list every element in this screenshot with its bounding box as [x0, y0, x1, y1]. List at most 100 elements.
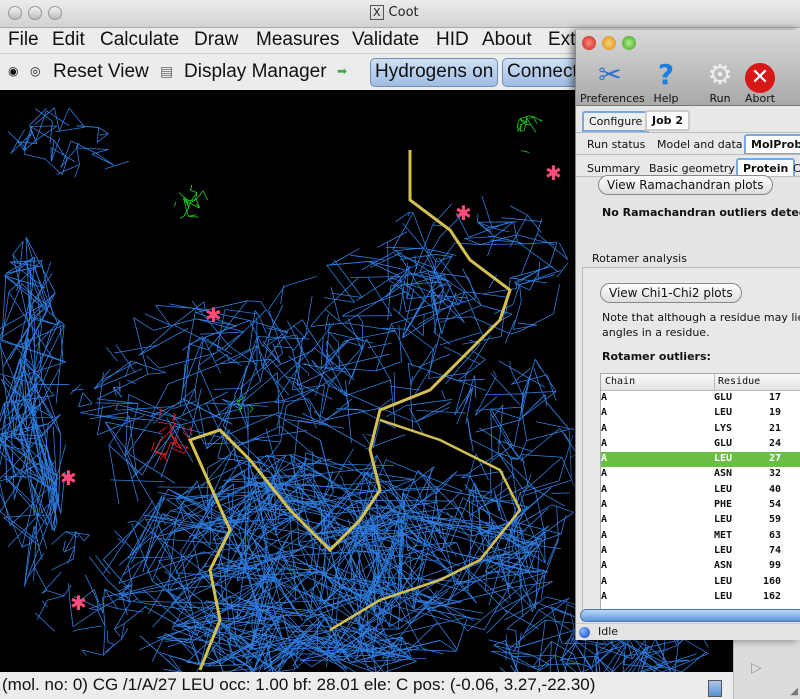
minimize-button[interactable]: [28, 6, 42, 20]
table-row[interactable]: A MET 63: [601, 529, 800, 544]
coot-title-bar: X Coot: [0, 0, 800, 28]
menu-draw[interactable]: Draw: [194, 29, 239, 50]
column-chain[interactable]: Chain: [605, 376, 636, 387]
menu-validate[interactable]: Validate: [352, 29, 420, 50]
residue-name-cell: LYS: [714, 422, 733, 434]
water-marker: ✱: [70, 591, 87, 615]
help-button[interactable]: ? Help: [636, 58, 696, 105]
gear-icon: ⚙: [707, 58, 733, 91]
residue-number-cell: 40: [768, 483, 781, 495]
tab-summary[interactable]: Summary: [587, 162, 641, 175]
table-row[interactable]: A LEU 74: [601, 544, 800, 559]
column-residue[interactable]: Residue: [714, 374, 760, 390]
table-header: Chain Residue: [601, 374, 800, 391]
run-button[interactable]: ⚙ Run: [690, 58, 750, 105]
table-row[interactable]: A GLU 17: [601, 391, 800, 406]
density-blob: [0, 236, 70, 588]
chain-cell: A: [601, 437, 608, 449]
menu-about[interactable]: About: [482, 29, 532, 50]
residue-number-cell: 19: [768, 407, 781, 419]
status-dot-icon: [579, 627, 590, 638]
close-button[interactable]: [8, 6, 22, 20]
table-row[interactable]: A LEU 160: [601, 575, 800, 590]
tools-icon: ✂: [598, 58, 622, 91]
menu-hid[interactable]: HID: [436, 29, 469, 50]
table-row[interactable]: A ASN 99: [601, 559, 800, 574]
residue-name-cell: LEU: [714, 575, 733, 587]
stop-icon[interactable]: ◎: [30, 64, 41, 78]
abort-button[interactable]: ✕ Abort: [730, 58, 790, 105]
tab-basic-geometry[interactable]: Basic geometry: [649, 162, 735, 175]
rotamer-outliers-table[interactable]: Chain Residue A GLU 17 A LEU 19 A LYS 21 A GLU 24 A L…: [600, 373, 800, 610]
ramachandran-result: No Ramachandran outliers detected: [602, 206, 800, 219]
table-row[interactable]: A LYS 21: [601, 422, 800, 437]
reset-view-button[interactable]: Reset View: [53, 61, 149, 82]
chain-cell: A: [601, 453, 608, 465]
play-icon[interactable]: ▷: [751, 660, 762, 676]
ccp4-status-bar: Idle: [576, 623, 800, 640]
table-row[interactable]: A ASN 32: [601, 467, 800, 482]
menu-file[interactable]: File: [8, 29, 39, 50]
table-row[interactable]: A LEU 40: [601, 483, 800, 498]
chain-cell: A: [601, 590, 608, 602]
question-icon: ?: [657, 58, 675, 91]
rotate-icon[interactable]: ◉: [8, 64, 19, 78]
menu-measures[interactable]: Measures: [256, 29, 340, 50]
chain-cell: A: [601, 407, 608, 419]
density-blob: [139, 611, 417, 672]
density-blob: [174, 184, 209, 219]
density-blob: [516, 115, 543, 153]
residue-name-cell: LEU: [714, 590, 733, 602]
display-manager-button[interactable]: Display Manager: [184, 61, 327, 82]
tab-molprobity[interactable]: MolProbity: [744, 134, 800, 155]
table-row[interactable]: A LEU 27: [601, 452, 800, 468]
tab-configure[interactable]: Configure: [582, 111, 650, 132]
rotamer-note: Note that although a residue may lie: [602, 311, 800, 324]
table-row[interactable]: A LEU 19: [601, 406, 800, 421]
connect-button[interactable]: Connect: [502, 58, 582, 87]
menu-edit[interactable]: Edit: [52, 29, 85, 50]
chain-cell: A: [601, 392, 608, 403]
table-row[interactable]: A LEU 59: [601, 513, 800, 528]
view-chi1-chi2-plots-button[interactable]: View Chi1-Chi2 plots: [600, 283, 742, 303]
residue-name-cell: ASN: [714, 468, 733, 480]
resize-grip-icon[interactable]: ◢: [790, 686, 798, 697]
minimize-button[interactable]: [602, 36, 616, 50]
density-blob: [150, 406, 192, 463]
window-title: X Coot: [370, 5, 419, 20]
density-blob: [69, 347, 136, 408]
chain-cell: A: [601, 514, 608, 526]
residue-number-cell: 27: [768, 453, 781, 465]
density-blob: [103, 452, 553, 669]
chain-cell: A: [601, 560, 608, 572]
residue-number-cell: 24: [768, 437, 781, 449]
chain-cell: A: [601, 483, 608, 495]
ccp4-job-window: ✂ Preferences ? Help ⚙ Run ✕ Abort Configure…: [575, 30, 800, 640]
close-button[interactable]: [582, 36, 596, 50]
go-to-atom-icon[interactable]: ➡: [337, 64, 348, 78]
tab-model-and-data[interactable]: Model and data: [657, 138, 743, 151]
menu-calculate[interactable]: Calculate: [100, 29, 180, 50]
rotamer-analysis-heading: Rotamer analysis: [592, 252, 687, 265]
tab-job-2[interactable]: Job 2: [645, 110, 691, 131]
zoom-button[interactable]: [622, 36, 636, 50]
table-row[interactable]: A GLU 24: [601, 437, 800, 452]
hydrogens-toggle[interactable]: Hydrogens on: [370, 58, 498, 87]
abort-icon: ✕: [730, 58, 790, 93]
rotamer-note-2: angles in a residue.: [602, 326, 710, 339]
electron-density-map: ✱ ✱ ✱ ✱ ✱: [0, 107, 709, 672]
zoom-button[interactable]: [48, 6, 62, 20]
tab-clashes[interactable]: Cl: [793, 162, 800, 175]
residue-number-cell: 99: [768, 560, 781, 572]
density-blob: [461, 359, 578, 588]
table-row[interactable]: A PHE 54: [601, 498, 800, 513]
tab-run-status[interactable]: Run status: [587, 138, 646, 151]
status-indicator-icon: [708, 680, 722, 697]
menu-extensions[interactable]: Ext: [548, 29, 576, 50]
preferences-button[interactable]: ✂ Preferences: [580, 58, 645, 105]
residue-name-cell: LEU: [714, 483, 733, 495]
chain-cell: A: [601, 499, 608, 511]
view-ramachandran-plots-button[interactable]: View Ramachandran plots: [598, 175, 773, 195]
table-row[interactable]: A LEU 162: [601, 590, 800, 605]
chain-cell: A: [601, 422, 608, 434]
